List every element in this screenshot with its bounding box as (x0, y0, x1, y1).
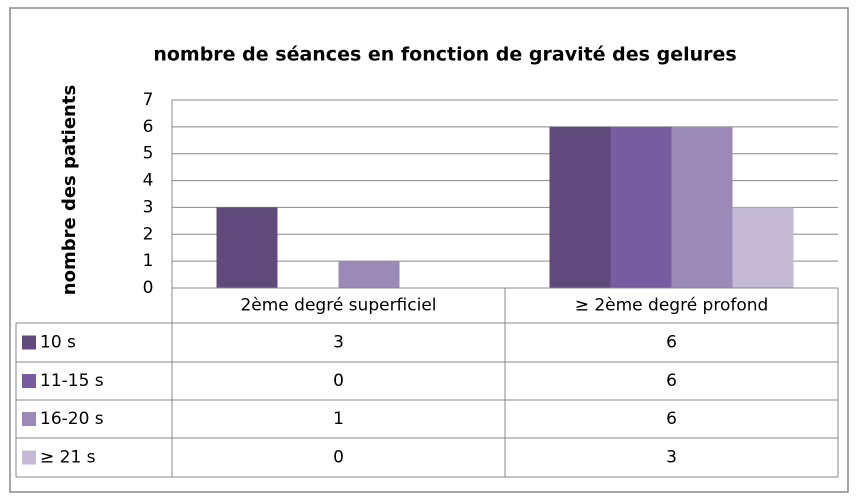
x-tick-label: 2ème degré superficiel (240, 296, 436, 316)
y-tick-label: 5 (143, 144, 154, 164)
y-tick-label: 1 (143, 251, 154, 271)
table-value: 1 (333, 409, 344, 429)
legend-label: ≥ 21 s (40, 448, 96, 468)
table-value: 6 (666, 333, 677, 353)
bar (671, 126, 733, 288)
bar (549, 126, 611, 288)
legend-key (22, 374, 36, 388)
legend-key (22, 335, 36, 350)
table-value: 0 (333, 371, 344, 391)
table-value: 6 (666, 409, 677, 429)
y-tick-label: 6 (143, 117, 154, 137)
table-value: 3 (666, 448, 677, 468)
y-tick-label: 2 (143, 224, 154, 244)
y-tick-label: 7 (143, 90, 154, 110)
legend-label: 10 s (40, 333, 76, 353)
bar (732, 207, 794, 288)
y-axis-label: nombre des patients (59, 85, 80, 295)
chart-title: nombre de séances en fonction de gravité… (153, 44, 736, 66)
y-tick-label: 0 (143, 278, 154, 298)
table-value: 0 (333, 448, 344, 468)
legend-label: 16-20 s (40, 409, 104, 429)
bar (216, 207, 278, 288)
table-value: 3 (333, 333, 344, 353)
legend-key (22, 412, 36, 426)
bar (610, 126, 672, 288)
y-tick-label: 4 (143, 171, 154, 191)
table-value: 6 (666, 371, 677, 391)
legend-label: 11-15 s (40, 371, 104, 391)
legend-key (22, 450, 36, 465)
y-tick-label: 3 (143, 197, 154, 217)
x-tick-label: ≥ 2ème degré profond (575, 296, 769, 316)
bar (338, 261, 400, 288)
